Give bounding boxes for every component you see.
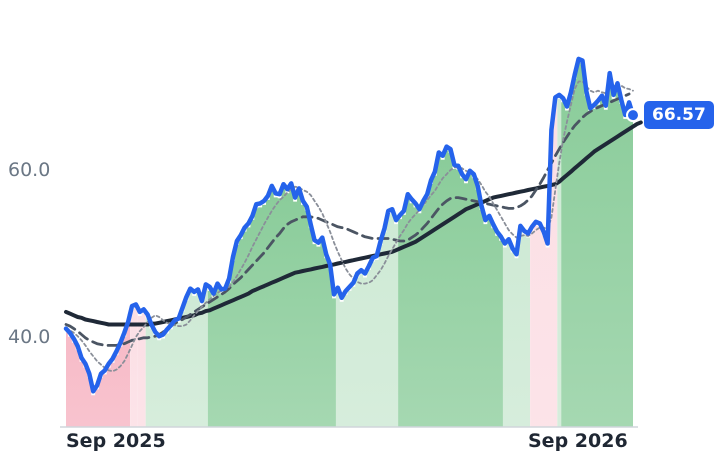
series-lines [63, 56, 643, 394]
y-tick-label-60: 60.0 [8, 159, 51, 181]
last-point-marker [626, 108, 640, 123]
shaded-region-5 [335, 213, 398, 427]
x-tick-label-sep-2026: Sep 2026 [528, 430, 628, 452]
x-tick-label-sep-2025: Sep 2025 [66, 430, 166, 452]
series-line-ma-fast [65, 80, 634, 373]
shaded-region-4 [207, 187, 336, 427]
shaded-regions [66, 62, 633, 428]
last-value-badge: 66.57 [644, 101, 714, 129]
y-tick-label-40: 40.0 [8, 326, 51, 348]
shaded-region-2 [137, 313, 146, 427]
shaded-region-0 [66, 326, 130, 427]
shaded-region-10 [561, 62, 633, 428]
series-line-ma-slow [64, 120, 643, 327]
shaded-region-7 [502, 229, 530, 427]
series-line-price [63, 56, 636, 394]
shaded-region-6 [398, 150, 503, 427]
shaded-region-3 [145, 288, 208, 427]
end-markers [626, 108, 640, 123]
shaded-region-1 [130, 308, 138, 427]
shaded-region-8 [530, 101, 558, 428]
